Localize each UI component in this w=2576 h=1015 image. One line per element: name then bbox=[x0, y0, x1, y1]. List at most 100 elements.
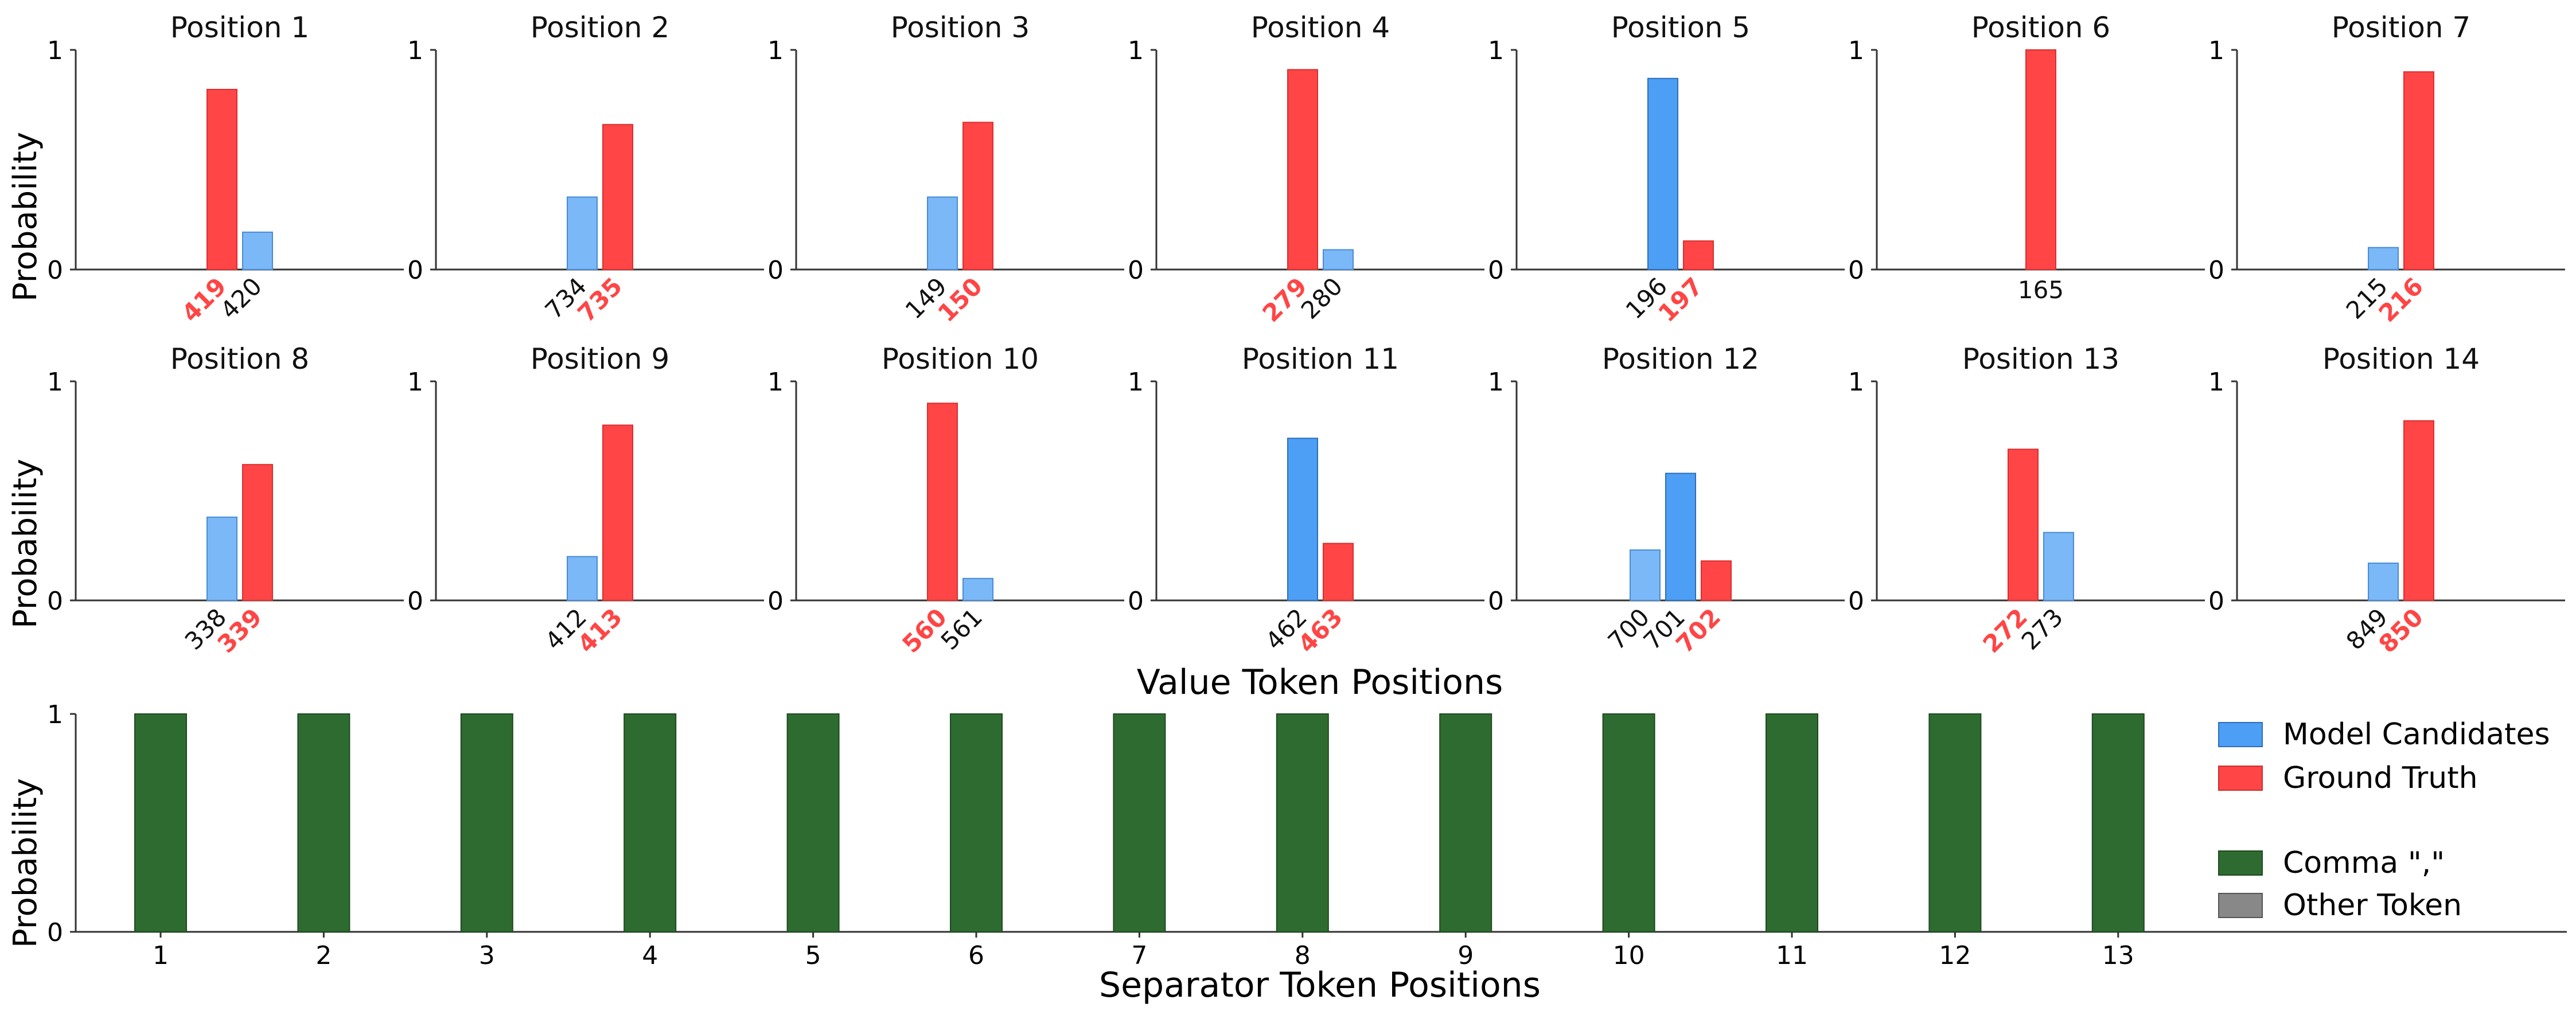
y-tick-label: 0 bbox=[2208, 587, 2224, 616]
candidate-bar bbox=[567, 196, 598, 270]
ground-truth-bar bbox=[1683, 240, 1714, 270]
subplot-title: Position 3 bbox=[891, 11, 1030, 44]
subplot-title: Position 10 bbox=[882, 342, 1039, 376]
comma-bar bbox=[786, 713, 840, 932]
x-tick-label: 4 bbox=[642, 941, 658, 970]
subplot-title: Position 2 bbox=[531, 11, 669, 44]
candidate-bar bbox=[567, 556, 598, 601]
comma-bar bbox=[297, 713, 350, 932]
y-tick-label: 1 bbox=[767, 368, 784, 397]
y-tick-label: 0 bbox=[407, 256, 423, 285]
y-tick-label: 1 bbox=[1488, 368, 1504, 397]
y-tick-label: 1 bbox=[1848, 36, 1864, 65]
subplot-title: Position 9 bbox=[531, 342, 669, 376]
subplot-title: Position 1 bbox=[170, 11, 309, 44]
subplot-title: Position 5 bbox=[1611, 11, 1750, 44]
y-tick-label: 1 bbox=[47, 368, 63, 397]
y-tick-label: 0 bbox=[1848, 256, 1864, 285]
comma-bar bbox=[1928, 713, 1982, 932]
y-tick-label: 0 bbox=[767, 256, 784, 285]
separator-subplot: 101 2 3 4 5 6 7 8 9 10 11 12 13 bbox=[47, 700, 2567, 970]
x-tick-label: 13 bbox=[2102, 941, 2134, 970]
ground-truth-bar bbox=[1701, 560, 1732, 601]
ground-truth-bar bbox=[2403, 71, 2434, 271]
separator-xlabel: Separator Token Positions bbox=[1099, 965, 1541, 1005]
comma-bar bbox=[134, 713, 187, 932]
x-tick-label: 3 bbox=[479, 941, 495, 970]
legend-label-ground-truth: Ground Truth bbox=[2283, 761, 2478, 795]
y-tick-label: 1 bbox=[1128, 36, 1144, 65]
x-tick-label: 165 bbox=[2018, 276, 2064, 304]
x-tick-label: 11 bbox=[1776, 941, 1808, 970]
candidate-bar bbox=[1630, 549, 1661, 602]
ground-truth-bar bbox=[2403, 420, 2434, 601]
candidate-bar bbox=[1323, 249, 1354, 270]
y-tick-label: 1 bbox=[2208, 368, 2224, 397]
subplot-title: Position 11 bbox=[1242, 342, 1399, 376]
legend: Model Candidates Ground Truth Comma "," … bbox=[2218, 717, 2550, 923]
y-tick-label: 1 bbox=[2208, 36, 2224, 65]
ylabel-row1: Probability bbox=[7, 132, 44, 302]
legend-label-other: Other Token bbox=[2283, 888, 2462, 923]
ground-truth-bar bbox=[2008, 448, 2039, 601]
subplot-title: Position 7 bbox=[2332, 11, 2470, 44]
subplot-title: Position 4 bbox=[1251, 11, 1390, 44]
candidate-bar bbox=[2368, 563, 2399, 601]
subplot-title: Position 14 bbox=[2322, 342, 2480, 376]
candidate-bar bbox=[1287, 438, 1318, 601]
ground-truth-bar bbox=[927, 403, 958, 601]
x-tick-label: 12 bbox=[1939, 941, 1971, 970]
y-tick-label: 1 bbox=[47, 36, 63, 65]
comma-bar bbox=[1113, 713, 1166, 932]
subplot-title: Position 12 bbox=[1602, 342, 1759, 376]
subplot-6: Position 6 1 0 165 bbox=[1848, 11, 2205, 304]
x-tick-label: 6 bbox=[968, 941, 984, 970]
candidate-bar bbox=[1647, 77, 1678, 270]
subplot-title: Position 6 bbox=[1971, 11, 2110, 44]
y-tick-label: 0 bbox=[767, 587, 784, 616]
ground-truth-bar bbox=[242, 464, 273, 601]
y-tick-label: 1 bbox=[407, 368, 423, 397]
legend-swatch-other bbox=[2218, 893, 2263, 918]
comma-bar bbox=[950, 713, 1003, 932]
value-xlabel: Value Token Positions bbox=[1137, 662, 1503, 702]
legend-swatch-candidates bbox=[2218, 722, 2263, 747]
subplot-title: Position 13 bbox=[1962, 342, 2119, 376]
x-tick-label: 8 bbox=[1295, 941, 1311, 970]
ground-truth-bar bbox=[962, 122, 993, 270]
comma-bar bbox=[2091, 713, 2145, 932]
y-tick-label: 0 bbox=[1488, 587, 1504, 616]
x-tick-label: 9 bbox=[1457, 941, 1474, 970]
y-tick-label: 0 bbox=[1488, 256, 1504, 285]
ground-truth-bar bbox=[206, 88, 237, 270]
y-tick-label: 0 bbox=[47, 587, 63, 616]
comma-bar bbox=[623, 713, 677, 932]
comma-bar bbox=[1766, 713, 1818, 932]
legend-swatch-comma bbox=[2218, 850, 2263, 876]
candidate-bar bbox=[2043, 532, 2074, 602]
subplot-title: Position 8 bbox=[170, 342, 309, 376]
y-tick-label: 1 bbox=[767, 36, 784, 65]
ground-truth-bar bbox=[602, 124, 633, 270]
y-tick-label: 0 bbox=[2208, 256, 2224, 285]
comma-bar bbox=[1276, 713, 1329, 932]
ylabel-row2: Probability bbox=[7, 459, 44, 628]
candidate-bar bbox=[2368, 247, 2399, 271]
legend-label-candidates: Model Candidates bbox=[2283, 717, 2550, 752]
candidate-bar bbox=[1665, 473, 1696, 601]
y-tick-label: 0 bbox=[47, 918, 63, 947]
candidate-bar bbox=[962, 577, 993, 601]
candidate-bar bbox=[927, 196, 958, 270]
comma-bar bbox=[1439, 713, 1492, 932]
y-tick-label: 0 bbox=[47, 256, 63, 285]
ground-truth-bar bbox=[602, 424, 633, 602]
ground-truth-bar bbox=[1287, 69, 1318, 270]
candidate-bar bbox=[206, 516, 237, 602]
ylabel-separator: Probability bbox=[7, 778, 44, 948]
candidate-bar bbox=[242, 231, 273, 271]
y-tick-label: 0 bbox=[1128, 587, 1144, 616]
y-tick-label: 0 bbox=[1128, 256, 1144, 285]
